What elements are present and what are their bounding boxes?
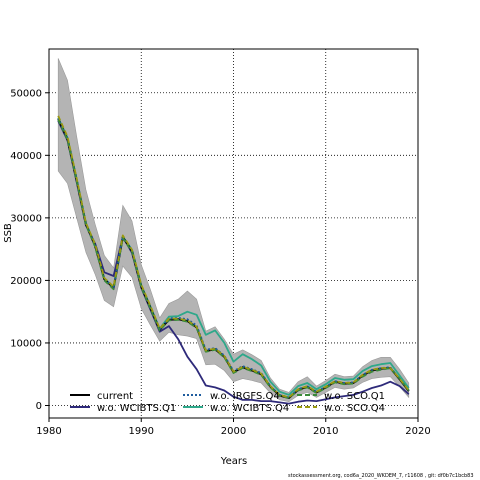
x-axis-label: Years: [220, 456, 247, 467]
confidence-band: [57, 58, 410, 403]
y-tick-label: 40000: [10, 151, 42, 162]
legend-label: w.o. IRGFS.Q4: [210, 391, 280, 402]
x-tick-label: 1980: [36, 426, 61, 437]
series-layer: [57, 115, 410, 405]
y-tick-label: 30000: [10, 213, 42, 224]
axes-layer: 1980 1990 2000 2010 2020 0 10000 20000 30000 4000…: [10, 88, 431, 437]
legend-label: w.o. WCIBTS.Q4: [210, 403, 289, 414]
y-tick-label: 20000: [10, 276, 42, 287]
confidence-band-layer: [57, 58, 410, 403]
legend-label: w.o. SCO.Q1: [324, 391, 385, 402]
legend-label: current: [97, 391, 133, 402]
footnote: stockassessment.org, cod6a_2020_WKDEM_7,…: [288, 473, 474, 479]
y-axis-label: SSB: [3, 223, 14, 243]
x-tick-label: 2020: [405, 426, 430, 437]
legend-label: w.o. SCO.Q4: [324, 403, 385, 414]
series-line-w-o-wcibts-q1: [57, 120, 410, 405]
series-line-w-o-sco-q4: [57, 115, 410, 399]
x-tick-label: 1990: [129, 426, 154, 437]
y-tick-label: 10000: [10, 338, 42, 349]
legend-label: w.o. WCIBTS.Q1: [97, 403, 176, 414]
y-tick-label: 50000: [10, 88, 42, 99]
series-line-w-o-sco-q1: [57, 119, 410, 399]
y-tick-label: 0: [36, 401, 42, 412]
x-tick-label: 2010: [313, 426, 338, 437]
x-tick-label: 2000: [221, 426, 246, 437]
